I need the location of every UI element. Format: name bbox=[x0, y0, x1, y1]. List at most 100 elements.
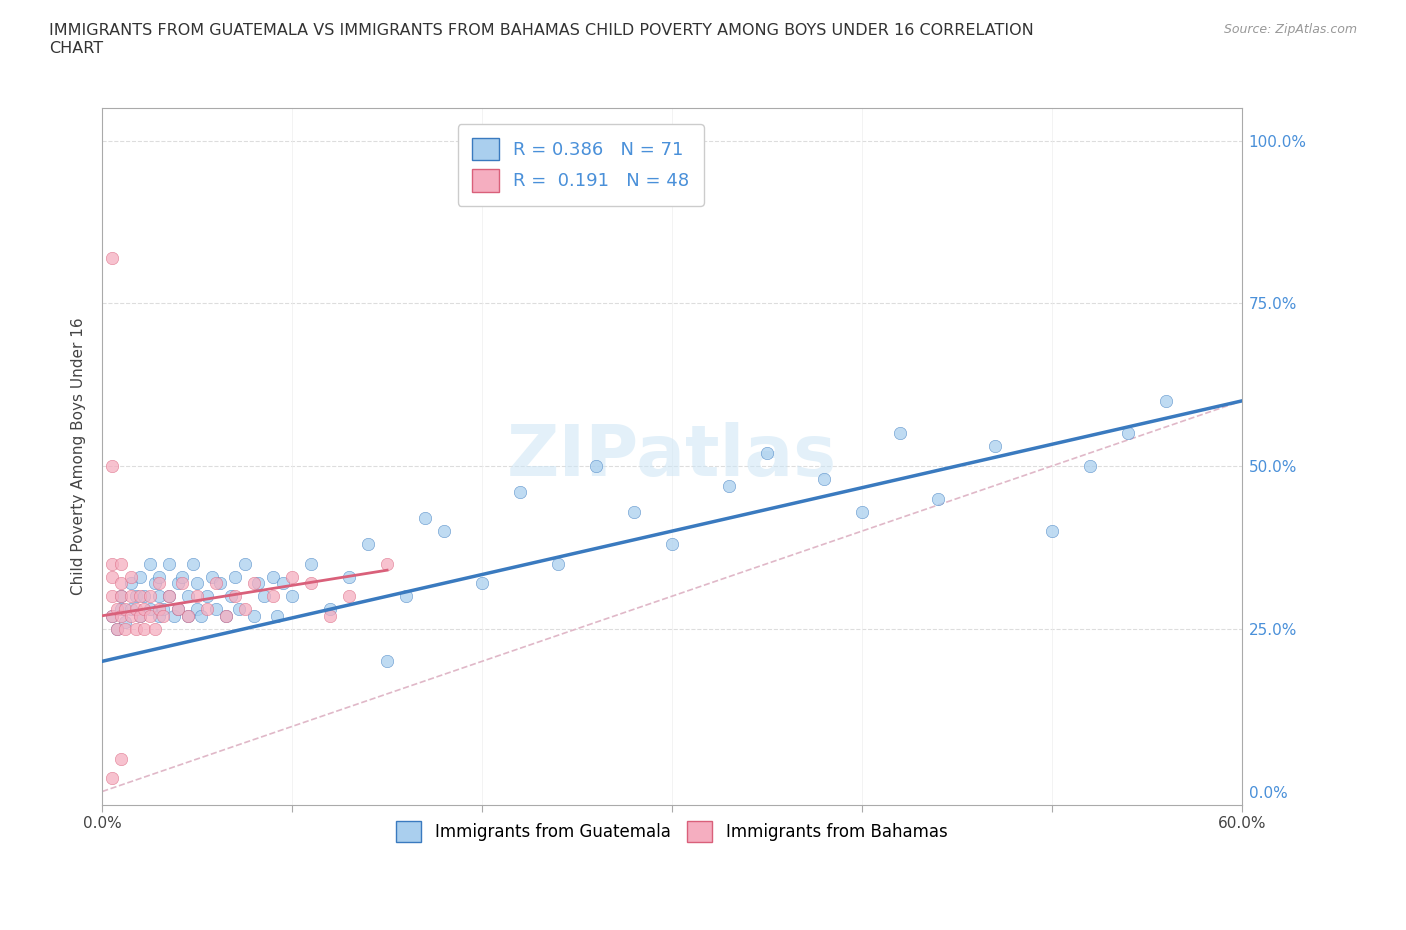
Point bbox=[228, 602, 250, 617]
Point bbox=[281, 569, 304, 584]
Point bbox=[1040, 524, 1063, 538]
Point bbox=[176, 589, 198, 604]
Point bbox=[262, 569, 284, 584]
Point bbox=[157, 589, 180, 604]
Point bbox=[195, 602, 218, 617]
Point bbox=[357, 537, 380, 551]
Point bbox=[262, 589, 284, 604]
Point bbox=[253, 589, 276, 604]
Y-axis label: Child Poverty Among Boys Under 16: Child Poverty Among Boys Under 16 bbox=[72, 317, 86, 595]
Point bbox=[157, 589, 180, 604]
Point bbox=[1154, 393, 1177, 408]
Point bbox=[186, 602, 208, 617]
Point bbox=[299, 556, 322, 571]
Point bbox=[889, 426, 911, 441]
Point bbox=[927, 491, 949, 506]
Point bbox=[176, 608, 198, 623]
Point bbox=[120, 602, 142, 617]
Point bbox=[186, 576, 208, 591]
Point bbox=[148, 576, 170, 591]
Point bbox=[100, 608, 122, 623]
Point bbox=[152, 608, 174, 623]
Point bbox=[717, 478, 740, 493]
Point bbox=[375, 556, 398, 571]
Point bbox=[205, 576, 228, 591]
Point bbox=[433, 524, 456, 538]
Point bbox=[120, 608, 142, 623]
Point bbox=[167, 602, 190, 617]
Point bbox=[107, 602, 129, 617]
Point bbox=[471, 576, 494, 591]
Point bbox=[100, 250, 122, 265]
Point bbox=[1078, 458, 1101, 473]
Point bbox=[100, 556, 122, 571]
Point bbox=[851, 504, 873, 519]
Point bbox=[1116, 426, 1139, 441]
Point bbox=[246, 576, 269, 591]
Point bbox=[110, 576, 132, 591]
Point bbox=[509, 485, 531, 499]
Point bbox=[148, 602, 170, 617]
Point bbox=[148, 608, 170, 623]
Point bbox=[337, 589, 360, 604]
Point bbox=[120, 576, 142, 591]
Point bbox=[224, 589, 246, 604]
Point bbox=[201, 569, 224, 584]
Point bbox=[281, 589, 304, 604]
Point bbox=[271, 576, 294, 591]
Point bbox=[170, 569, 193, 584]
Point bbox=[623, 504, 645, 519]
Point bbox=[120, 589, 142, 604]
Point bbox=[661, 537, 683, 551]
Point bbox=[214, 608, 236, 623]
Point bbox=[120, 569, 142, 584]
Point bbox=[170, 576, 193, 591]
Point bbox=[129, 569, 152, 584]
Point bbox=[100, 569, 122, 584]
Point bbox=[205, 602, 228, 617]
Point bbox=[129, 608, 152, 623]
Point bbox=[114, 615, 136, 630]
Point bbox=[110, 589, 132, 604]
Point bbox=[129, 589, 152, 604]
Point bbox=[125, 589, 148, 604]
Point bbox=[157, 556, 180, 571]
Point bbox=[100, 589, 122, 604]
Point bbox=[100, 608, 122, 623]
Point bbox=[243, 576, 266, 591]
Point bbox=[110, 589, 132, 604]
Point bbox=[114, 621, 136, 636]
Legend: Immigrants from Guatemala, Immigrants from Bahamas: Immigrants from Guatemala, Immigrants fr… bbox=[389, 815, 955, 848]
Point bbox=[138, 556, 160, 571]
Point bbox=[152, 602, 174, 617]
Point bbox=[221, 589, 243, 604]
Point bbox=[114, 602, 136, 617]
Text: IMMIGRANTS FROM GUATEMALA VS IMMIGRANTS FROM BAHAMAS CHILD POVERTY AMONG BOYS UN: IMMIGRANTS FROM GUATEMALA VS IMMIGRANTS … bbox=[49, 23, 1033, 56]
Point bbox=[138, 589, 160, 604]
Point bbox=[375, 654, 398, 669]
Point bbox=[195, 589, 218, 604]
Point bbox=[547, 556, 569, 571]
Text: Source: ZipAtlas.com: Source: ZipAtlas.com bbox=[1223, 23, 1357, 36]
Point bbox=[176, 608, 198, 623]
Point bbox=[107, 621, 129, 636]
Point bbox=[163, 608, 186, 623]
Point bbox=[100, 771, 122, 786]
Point bbox=[132, 621, 155, 636]
Point bbox=[125, 602, 148, 617]
Point bbox=[110, 751, 132, 766]
Point bbox=[299, 576, 322, 591]
Point bbox=[110, 602, 132, 617]
Point bbox=[125, 621, 148, 636]
Point bbox=[167, 576, 190, 591]
Point bbox=[319, 608, 342, 623]
Point bbox=[755, 445, 778, 460]
Point bbox=[233, 602, 256, 617]
Point bbox=[813, 472, 835, 486]
Text: ZIPatlas: ZIPatlas bbox=[508, 422, 837, 491]
Point bbox=[148, 589, 170, 604]
Point bbox=[110, 556, 132, 571]
Point bbox=[183, 556, 205, 571]
Point bbox=[167, 602, 190, 617]
Point bbox=[138, 602, 160, 617]
